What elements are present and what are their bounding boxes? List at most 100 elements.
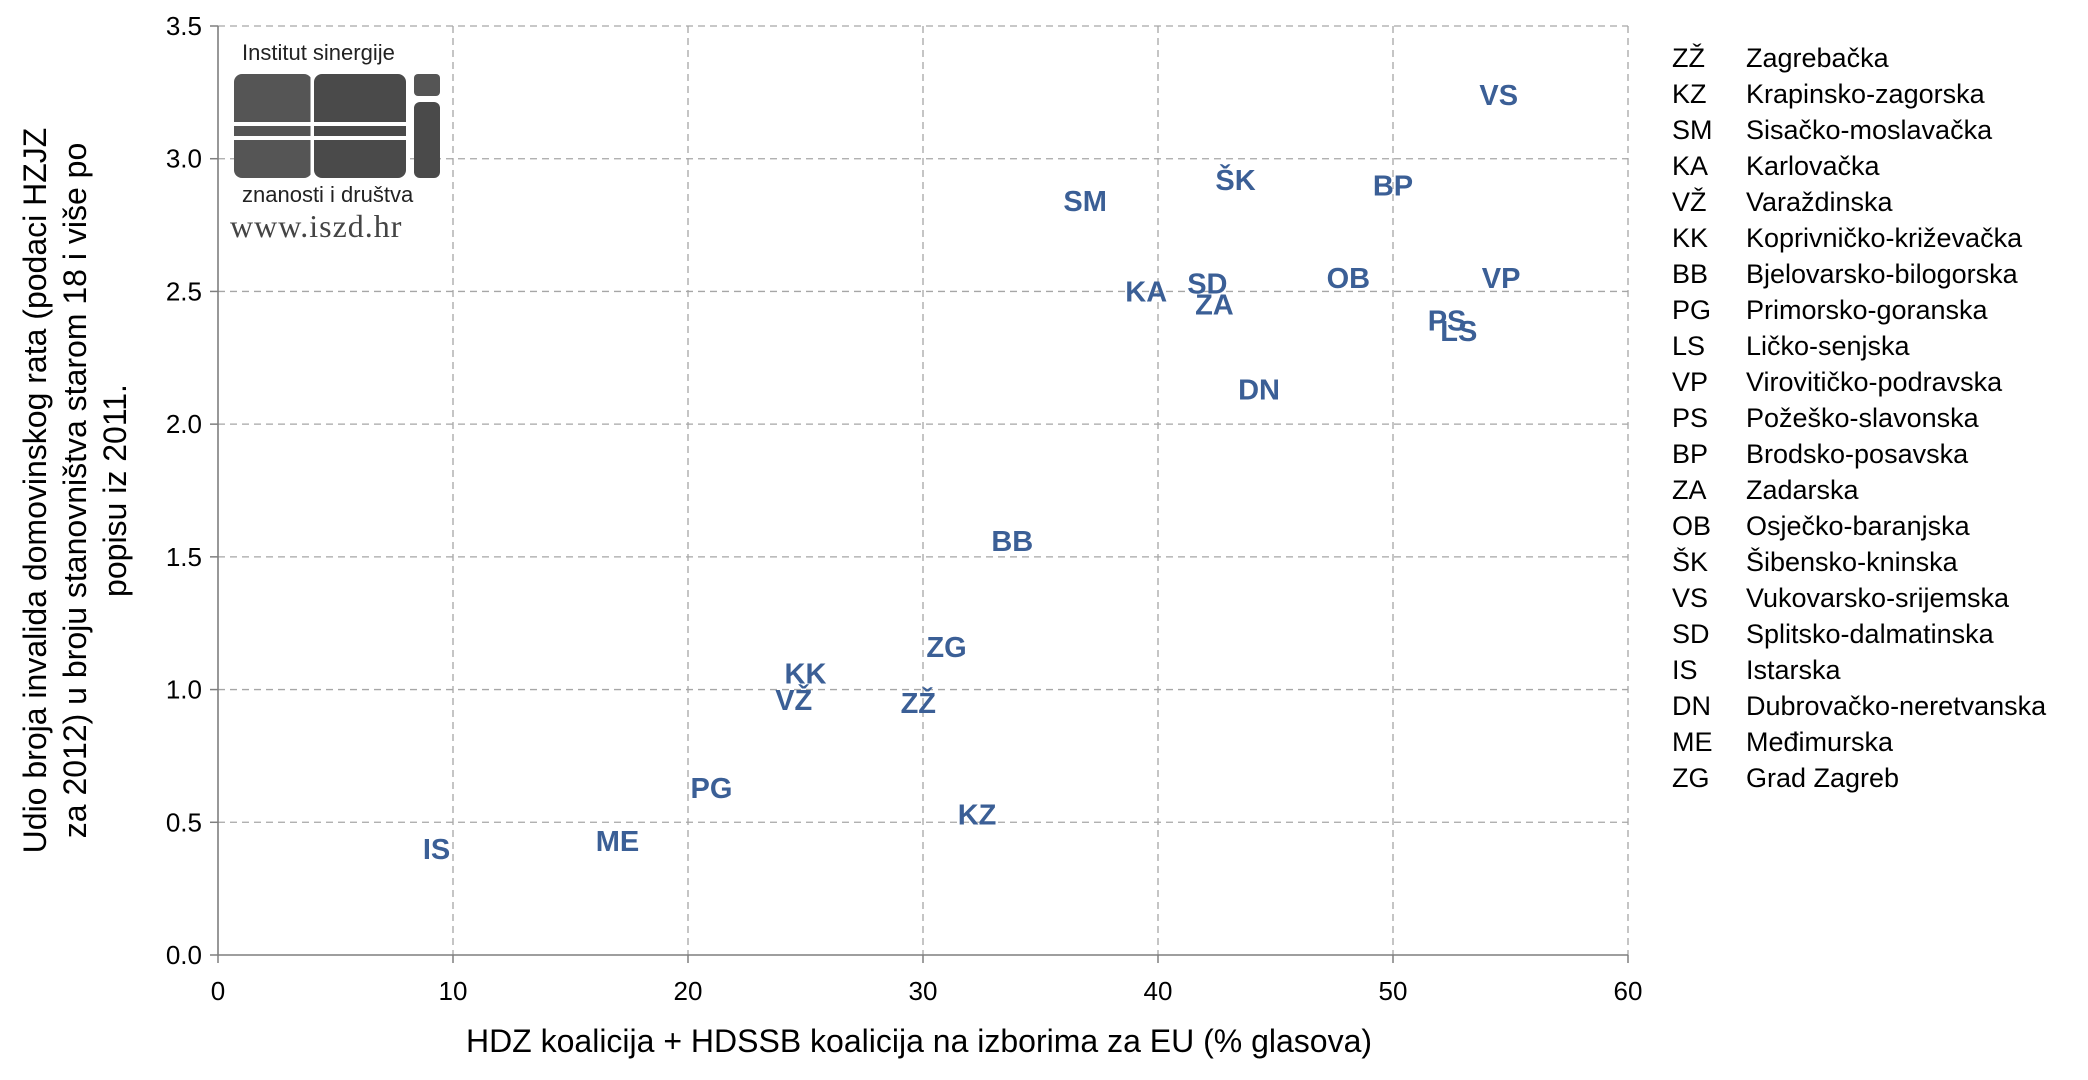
y-tick-labels: 0.0 0.5 1.0 1.5 2.0 2.5 3.0 3.5 <box>166 11 202 970</box>
legend-code: ZG <box>1672 762 1710 793</box>
legend-item: IS Istarska <box>1672 652 2082 688</box>
data-point-KK: KK <box>785 659 827 691</box>
data-point-KZ: KZ <box>958 799 997 831</box>
legend-name: Koprivničko-križevačka <box>1746 222 2023 253</box>
axes <box>210 25 1629 963</box>
legend-item: ZA Zadarska <box>1672 472 2082 508</box>
legend-name: Splitsko-dalmatinska <box>1746 618 1994 649</box>
data-point-VS: VS <box>1479 80 1518 112</box>
legend-item: KA Karlovačka <box>1672 148 2082 184</box>
legend-code: DN <box>1672 690 1711 721</box>
legend-code: BB <box>1672 258 1709 289</box>
legend-item: BB Bjelovarsko-bilogorska <box>1672 256 2082 292</box>
legend-code: ŠK <box>1672 546 1709 577</box>
legend-code: LS <box>1672 330 1706 361</box>
legend-name: Brodsko-posavska <box>1746 438 1969 469</box>
x-tick-labels: 0 10 20 30 40 50 60 <box>211 976 1643 1006</box>
legend-code: VP <box>1672 366 1709 397</box>
legend-item: VŽ Varaždinska <box>1672 184 2082 220</box>
legend-code: PS <box>1672 402 1709 433</box>
data-point-PG: PG <box>691 773 733 805</box>
y-axis-title-line: Udio broja invalida domovinskog rata (po… <box>17 128 53 854</box>
legend-item: ME Međimurska <box>1672 724 2082 760</box>
data-point-KA: KA <box>1125 276 1167 308</box>
legend-code: BP <box>1672 438 1709 469</box>
legend-name: Međimurska <box>1746 726 1894 757</box>
y-tick-label: 3.5 <box>166 11 202 41</box>
legend-item: PS Požeško-slavonska <box>1672 400 2082 436</box>
legend-name: Zadarska <box>1746 474 1859 505</box>
legend-code: VŽ <box>1672 186 1707 217</box>
legend-code: KK <box>1672 222 1709 253</box>
data-point-OB: OB <box>1327 263 1371 295</box>
legend-name: Sisačko-moslavačka <box>1746 114 1993 145</box>
data-point-LS: LS <box>1440 316 1477 348</box>
legend-code: VS <box>1672 582 1709 613</box>
legend-item: ZG Grad Zagreb <box>1672 760 2082 796</box>
legend-item: PG Primorsko-goranska <box>1672 292 2082 328</box>
legend-name: Zagrebačka <box>1746 42 1889 73</box>
logo-bottom-text: znanosti i društva <box>242 182 414 207</box>
legend-name: Osječko-baranjska <box>1746 510 1970 541</box>
legend-item: SD Splitsko-dalmatinska <box>1672 616 2082 652</box>
legend-code: IS <box>1672 654 1698 685</box>
x-tick-label: 10 <box>439 976 468 1006</box>
x-tick-label: 20 <box>674 976 703 1006</box>
legend-name: Požeško-slavonska <box>1746 402 1979 433</box>
legend-name: Šibensko-kninska <box>1746 546 1958 577</box>
legend-item: SM Sisačko-moslavačka <box>1672 112 2082 148</box>
x-tick-label: 40 <box>1144 976 1173 1006</box>
legend-name: Virovitičko-podravska <box>1746 366 2003 397</box>
legend-item: VP Virovitičko-podravska <box>1672 364 2082 400</box>
legend-item: BP Brodsko-posavska <box>1672 436 2082 472</box>
data-point-ME: ME <box>596 826 640 858</box>
x-tick-label: 60 <box>1614 976 1643 1006</box>
institute-logo: Institut sinergije znanosti i društva ww… <box>228 40 450 244</box>
legend-code: OB <box>1672 510 1712 541</box>
legend-code: SM <box>1672 114 1713 145</box>
y-tick-label: 3.0 <box>166 144 202 174</box>
legend-item: ŠK Šibensko-kninska <box>1672 544 2082 580</box>
legend-item: OB Osječko-baranjska <box>1672 508 2082 544</box>
data-point-VŽ: VŽ <box>775 683 812 717</box>
grid-lines <box>218 25 1629 955</box>
data-point-SD: SD <box>1187 268 1227 300</box>
data-point-SM: SM <box>1063 186 1107 218</box>
x-tick-label: 30 <box>909 976 938 1006</box>
legend-item: KZ Krapinsko-zagorska <box>1672 76 2082 112</box>
legend-code: SD <box>1672 618 1710 649</box>
y-tick-label: 2.5 <box>166 276 202 306</box>
data-point-DN: DN <box>1238 375 1280 407</box>
data-point-IS: IS <box>423 834 450 866</box>
y-tick-label: 1.0 <box>166 675 202 705</box>
y-tick-label: 0.0 <box>166 940 202 970</box>
legend-code: KA <box>1672 150 1709 181</box>
y-axis-title-line: za 2012) u broju stanovništva starom 18 … <box>57 143 93 838</box>
legend-item: KK Koprivničko-križevačka <box>1672 220 2082 256</box>
legend-code: KZ <box>1672 78 1707 109</box>
legend-code: ZŽ <box>1672 42 1705 73</box>
x-tick-label: 0 <box>211 976 225 1006</box>
data-point-PS: PS <box>1428 306 1467 338</box>
legend-name: Istarska <box>1746 654 1841 685</box>
legend-item: VS Vukovarsko-srijemska <box>1672 580 2082 616</box>
y-tick-label: 0.5 <box>166 807 202 837</box>
y-tick-label: 2.0 <box>166 409 202 439</box>
data-point-ZŽ: ZŽ <box>901 686 936 720</box>
legend-name: Krapinsko-zagorska <box>1746 78 1985 109</box>
data-point-ZA: ZA <box>1195 290 1234 322</box>
data-point-BP: BP <box>1373 170 1413 202</box>
legend-name: Vukovarsko-srijemska <box>1746 582 2010 613</box>
legend-code: ZA <box>1672 474 1707 505</box>
legend: ZŽ Zagrebačka KZ Krapinsko-zagorska SM Sisačk… <box>1672 40 2082 796</box>
logo-mark-icon <box>232 72 440 180</box>
legend-item: LS Ličko-senjska <box>1672 328 2082 364</box>
y-axis-title: Udio broja invalida domovinskog rata (po… <box>17 128 133 854</box>
legend-name: Grad Zagreb <box>1746 762 1900 793</box>
data-point-VP: VP <box>1482 263 1521 295</box>
legend-item: DN Dubrovačko-neretvanska <box>1672 688 2082 724</box>
logo-top-text: Institut sinergije <box>242 40 395 65</box>
legend-name: Bjelovarsko-bilogorska <box>1746 258 2018 289</box>
legend-name: Varaždinska <box>1746 186 1893 217</box>
